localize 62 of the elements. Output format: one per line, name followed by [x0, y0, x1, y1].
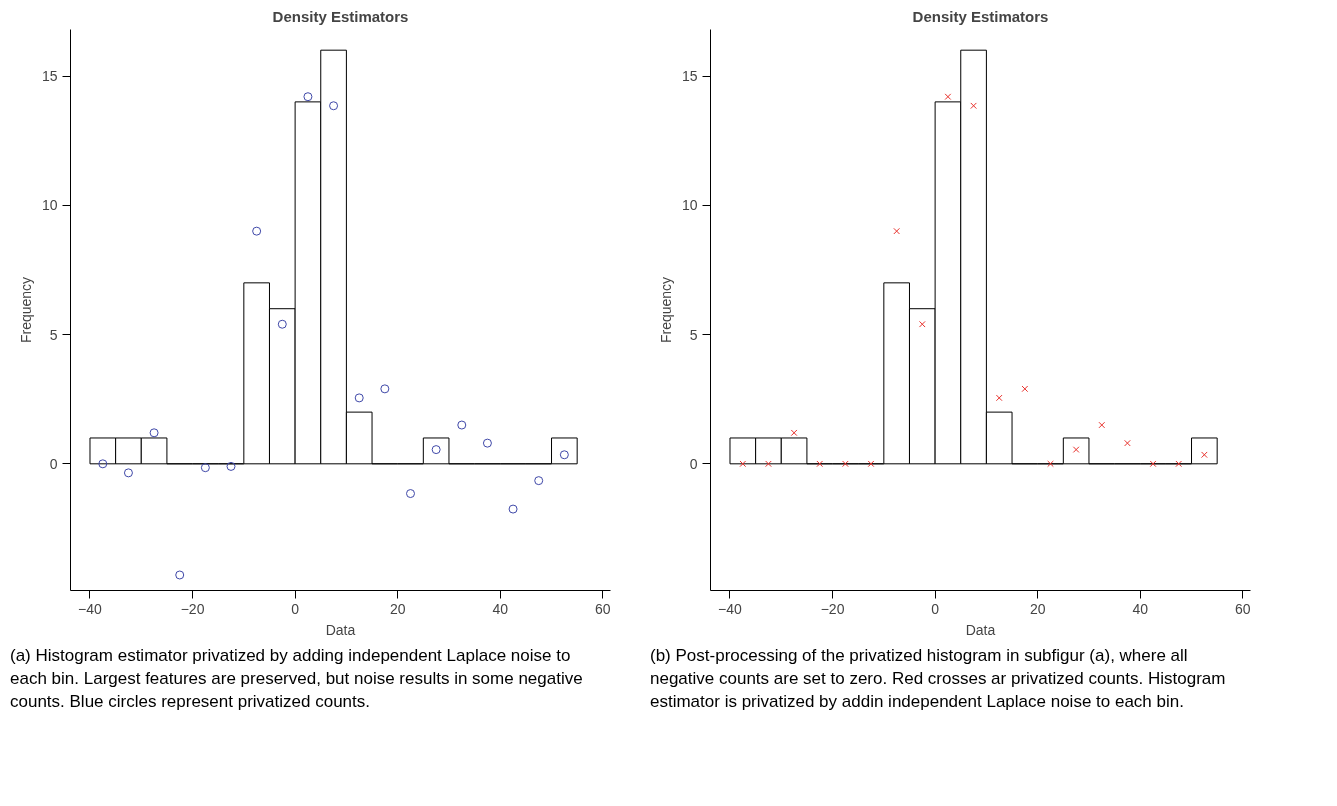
- y-tick-label: 15: [681, 68, 698, 85]
- point: [482, 438, 492, 448]
- point: [508, 504, 518, 514]
- point: [1098, 421, 1106, 429]
- point: [842, 460, 849, 468]
- point: [380, 384, 390, 394]
- y-tick-label: 10: [681, 197, 698, 214]
- point: [995, 394, 1003, 402]
- point: [354, 393, 364, 403]
- point: [1047, 460, 1054, 468]
- text: (b) Post-processing of the privatized histogram in subfigur (a), where all negative counts are set to zero. Red crosses ar privatized counts. Histogram estimator is privatized by addin independent Laplace noise to each bin.: [650, 645, 1227, 713]
- point: [1021, 385, 1029, 393]
- x-tick-label: 60: [1235, 600, 1251, 617]
- point: [123, 468, 133, 478]
- point: [175, 570, 185, 580]
- point: [790, 429, 798, 437]
- text: (a) Histogram estimator privatized by adding independent Laplace noise to each bin. Largest features are preserved, but noise results in some negative counts. Blue circles represent privatized counts.: [10, 645, 584, 713]
- y-tick-label: 0: [689, 455, 698, 472]
- x-tick-label: 40: [1132, 600, 1149, 617]
- chart-title: Density Estimators: [912, 7, 1049, 25]
- point: [200, 463, 210, 473]
- point: [406, 489, 415, 499]
- point: [534, 476, 544, 486]
- point: [303, 92, 313, 102]
- x-tick-label: 20: [389, 600, 406, 617]
- y-axis-title: Frequency: [17, 276, 34, 344]
- y-tick-label: 15: [41, 68, 58, 85]
- y-tick-label: 5: [49, 326, 58, 343]
- chart-title: Density Estimators: [272, 7, 409, 25]
- y-tick-label: 0: [49, 455, 58, 472]
- point: [149, 428, 159, 438]
- x-tick-label: 60: [595, 600, 611, 617]
- point: [1149, 460, 1157, 468]
- x-tick-label: 40: [492, 600, 509, 617]
- point: [1175, 460, 1183, 468]
- y-axis-title: Frequency: [657, 276, 674, 344]
- point: [867, 460, 875, 468]
- x-tick-label: 0: [291, 600, 300, 617]
- point: [98, 459, 108, 469]
- point: [252, 226, 262, 236]
- x-tick-label: −40: [718, 600, 743, 617]
- x-tick-label: 20: [1029, 600, 1046, 617]
- point: [277, 319, 287, 329]
- point: [893, 227, 900, 235]
- point: [739, 460, 747, 468]
- x-tick-label: −20: [180, 600, 205, 617]
- point: [970, 102, 977, 110]
- point: [329, 101, 339, 111]
- point: [457, 420, 467, 430]
- point: [226, 461, 236, 471]
- x-tick-label: −20: [820, 600, 845, 617]
- point: [816, 460, 824, 468]
- x-axis-title: Data: [325, 621, 356, 638]
- x-axis-title: Data: [965, 621, 996, 638]
- x-tick-label: −40: [78, 600, 103, 617]
- y-tick-label: 5: [689, 326, 698, 343]
- point: [944, 93, 952, 101]
- y-tick-label: 10: [41, 197, 58, 214]
- point: [1124, 439, 1131, 447]
- point: [918, 320, 926, 328]
- point: [765, 460, 772, 468]
- x-tick-label: 0: [931, 600, 940, 617]
